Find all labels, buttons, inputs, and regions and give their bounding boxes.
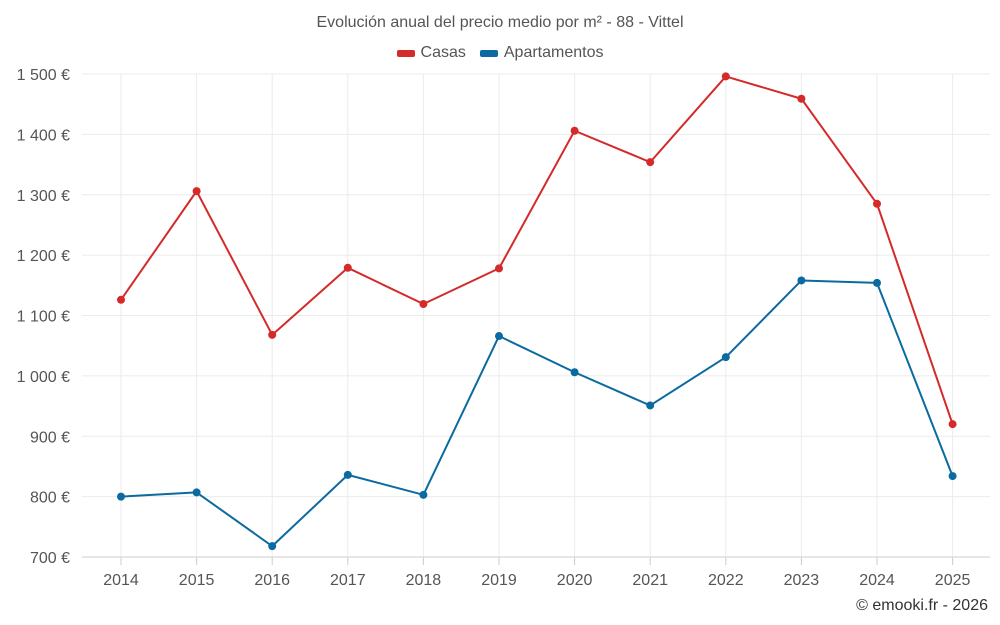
- x-tick-label: 2022: [708, 572, 744, 589]
- data-point-casas[interactable]: [570, 126, 579, 135]
- legend-swatch-apartamentos: [479, 49, 498, 57]
- data-point-apartamentos[interactable]: [117, 492, 125, 501]
- legend-item-apartamentos[interactable]: Apartamentos: [479, 44, 604, 62]
- y-tick-label: 1 100 €: [17, 309, 70, 326]
- chart-title: Evolución anual del precio medio por m² …: [316, 14, 684, 31]
- data-point-apartamentos[interactable]: [873, 278, 881, 287]
- y-tick-label: 1 200 €: [17, 248, 70, 265]
- legend-item-casas[interactable]: Casas: [396, 44, 466, 62]
- y-tick-label: 1 400 €: [17, 127, 70, 144]
- data-point-apartamentos[interactable]: [797, 276, 806, 285]
- x-tick-label: 2017: [330, 572, 366, 589]
- data-point-apartamentos[interactable]: [646, 401, 655, 410]
- data-point-casas[interactable]: [721, 72, 730, 81]
- data-point-casas[interactable]: [873, 199, 881, 208]
- data-point-apartamentos[interactable]: [268, 542, 277, 551]
- y-tick-label: 1 500 €: [17, 67, 70, 84]
- data-point-apartamentos[interactable]: [192, 488, 201, 497]
- chart-legend: Casas Apartamentos: [0, 44, 1000, 62]
- legend-swatch-casas: [396, 49, 415, 57]
- data-point-apartamentos[interactable]: [721, 353, 730, 362]
- legend-label-casas: Casas: [420, 44, 466, 61]
- x-tick-label: 2023: [784, 572, 820, 589]
- series-line-casas: [120, 75, 954, 425]
- data-point-casas[interactable]: [268, 330, 277, 339]
- data-point-casas[interactable]: [117, 295, 125, 304]
- data-point-apartamentos[interactable]: [419, 490, 428, 499]
- data-point-apartamentos[interactable]: [343, 470, 352, 479]
- y-tick-label: 700 €: [30, 550, 70, 567]
- y-tick-label: 1 000 €: [17, 369, 70, 386]
- x-tick-label: 2019: [481, 572, 517, 589]
- data-point-casas[interactable]: [797, 94, 806, 103]
- x-tick-label: 2024: [859, 572, 895, 589]
- data-point-casas[interactable]: [646, 158, 655, 167]
- data-point-casas[interactable]: [419, 300, 428, 309]
- y-tick-label: 1 300 €: [17, 188, 70, 205]
- credit-text: © emooki.fr - 2026: [856, 597, 988, 614]
- data-point-apartamentos[interactable]: [495, 332, 503, 341]
- x-tick-label: 2025: [935, 572, 971, 589]
- series-line-apartamentos: [120, 279, 954, 548]
- y-tick-label: 900 €: [30, 429, 70, 446]
- data-point-apartamentos[interactable]: [570, 368, 579, 377]
- data-point-casas[interactable]: [343, 263, 352, 272]
- data-point-casas[interactable]: [948, 420, 957, 429]
- x-tick-label: 2014: [103, 572, 139, 589]
- x-tick-label: 2015: [179, 572, 215, 589]
- data-point-casas[interactable]: [192, 187, 201, 196]
- x-tick-label: 2018: [406, 572, 442, 589]
- x-tick-label: 2020: [557, 572, 593, 589]
- x-tick-label: 2016: [254, 572, 290, 589]
- x-tick-label: 2021: [632, 572, 668, 589]
- legend-label-apartamentos: Apartamentos: [503, 44, 604, 61]
- data-point-apartamentos[interactable]: [948, 472, 957, 481]
- y-tick-label: 800 €: [30, 490, 70, 507]
- data-point-casas[interactable]: [495, 264, 503, 273]
